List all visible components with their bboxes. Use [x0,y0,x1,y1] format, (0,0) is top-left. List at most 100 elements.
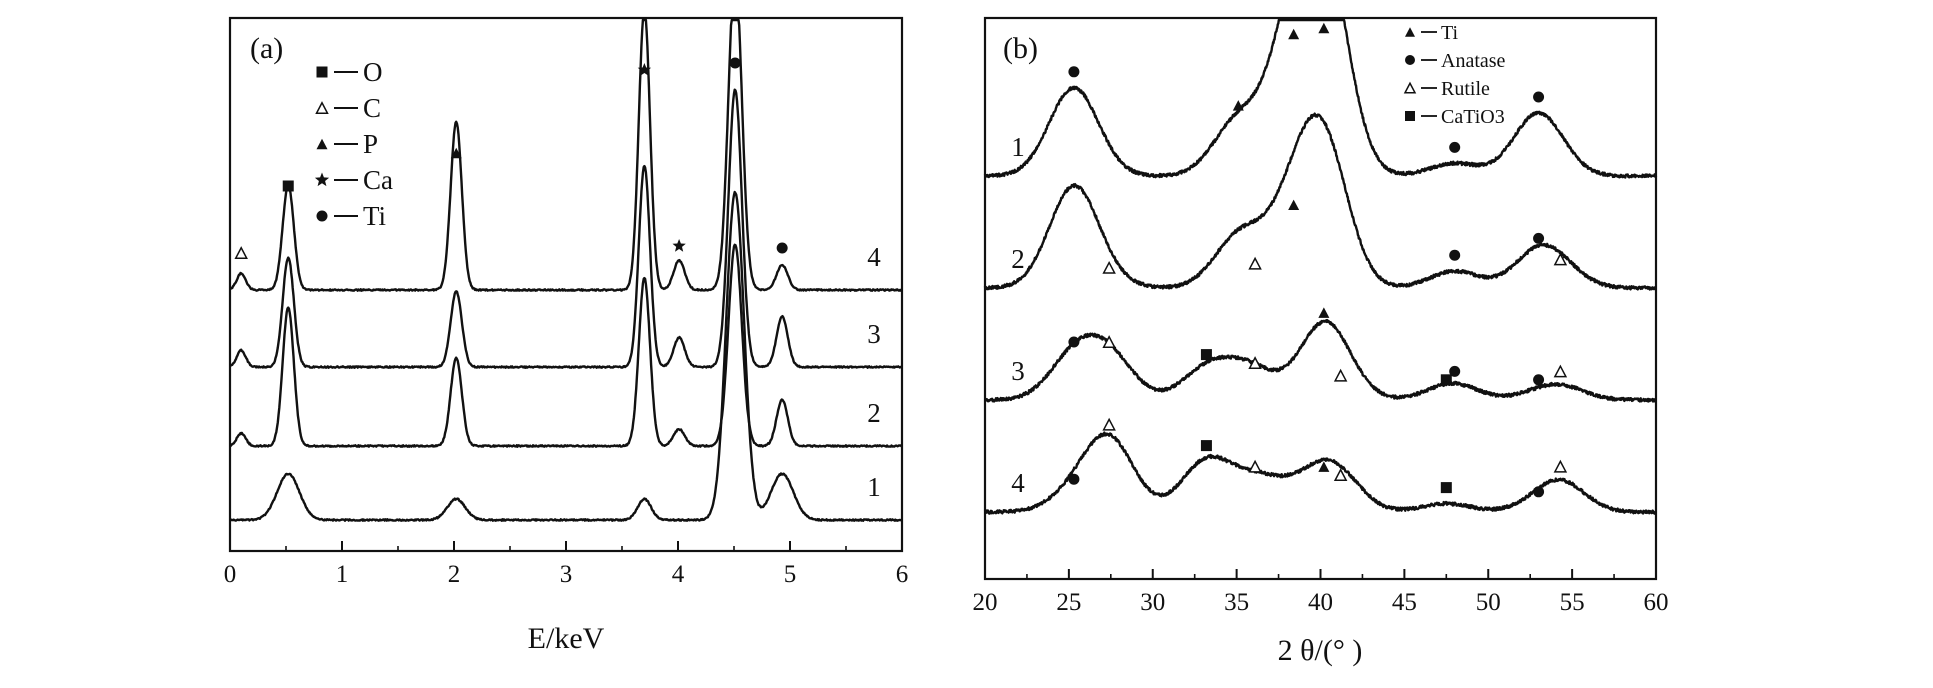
peak-marker-square [1440,482,1452,494]
series-label-2: 2 [1011,244,1025,274]
x-tick-label: 0 [224,561,237,588]
legend-marker-p [316,138,328,150]
peak-marker-filled-triangle [1318,22,1330,34]
peak-marker-filled-triangle [1288,28,1300,40]
series-label-1: 1 [867,472,881,502]
peak-marker-star [672,239,686,252]
legend-label-ca: Ca [363,165,393,195]
panel-b: (b) Ti Anatase Rutile CaTiO3 1 2 3 4 20 25 30 35 4… [973,16,1669,667]
peak-marker-open-triangle [1102,260,1116,274]
legend-label-ti: Ti [1441,22,1459,44]
x-tick-label: 40 [1308,589,1333,616]
peak-marker-circle [1533,486,1545,498]
series-label-2: 2 [867,398,881,428]
x-tick-label: 2 [448,561,461,588]
legend-marker-ca [314,172,330,187]
peak-marker-circle [1449,141,1461,153]
legend-marker-ti [316,210,328,222]
panel-a-curves: 1 2 3 4 [228,18,903,522]
series-line-4 [229,18,903,292]
peak-marker-open-triangle [234,246,248,259]
series-line-1 [228,190,903,522]
series-line-3 [984,318,1658,403]
series-line-2 [983,112,1658,291]
panel-b-x-axis-label: 2 θ/(° ) [1278,634,1363,667]
peak-marker-square [1440,374,1452,386]
panel-a: (a) OCP Ca Ti 1 2 3 4 0 1 2 3 4 5 6 E/keV [224,16,908,655]
x-tick-label: 50 [1476,589,1501,616]
peak-marker-square [1200,440,1212,452]
panel-a-label: (a) [250,32,283,65]
series-label-1: 1 [1011,132,1025,162]
x-tick-label: 1 [336,561,349,588]
x-tick-label: 60 [1644,589,1669,616]
peak-marker-circle [729,57,741,69]
panel-b-label: (b) [1003,32,1038,65]
peak-marker-filled-triangle [1318,461,1330,472]
peak-marker-filled-triangle [1232,100,1244,111]
series-line-4 [983,431,1658,515]
peak-marker-open-triangle [1102,335,1116,348]
peak-marker-circle [1449,365,1461,377]
peak-marker-filled-triangle [1288,199,1300,211]
x-tick-label: 55 [1560,589,1585,616]
peak-marker-circle [1533,374,1545,386]
series-line-1 [983,18,1658,179]
peak-marker-open-triangle [1248,459,1262,473]
legend-marker-ti [1405,27,1415,37]
x-tick-label: 35 [1224,589,1249,616]
peak-marker-open-triangle [1553,459,1568,473]
panel-a-x-ticks: 0 1 2 3 4 5 6 [224,541,908,588]
panel-b-frame [983,16,1658,581]
peak-marker-filled-triangle [1318,307,1330,318]
x-tick-label: 20 [973,589,998,616]
peak-marker-circle [1068,66,1080,78]
series-label-4: 4 [1011,468,1025,498]
peak-marker-circle [1068,336,1080,348]
x-tick-label: 4 [672,561,685,588]
series-label-3: 3 [1011,356,1025,386]
panel-a-peak-markers [234,57,788,259]
series-label-4: 4 [867,242,881,272]
panel-a-legend: OCP Ca Ti [314,57,393,231]
panel-b-peak-markers [1068,22,1568,498]
series-label-3: 3 [867,319,881,349]
legend-label-catio3: CaTiO3 [1441,106,1505,128]
panel-b-curves: 1 2 3 4 [983,18,1658,515]
peak-marker-circle [1533,91,1545,103]
peak-marker-star [637,63,652,76]
legend-label-p: P [363,129,378,159]
x-tick-label: 45 [1392,589,1417,616]
peak-marker-open-triangle [1333,368,1348,382]
legend-marker-rutile [1403,81,1417,94]
legend-marker-c [315,101,329,114]
x-tick-label: 5 [784,561,797,588]
peak-marker-circle [1068,473,1080,485]
peak-marker-open-triangle [1248,256,1262,270]
series-line-2 [228,243,903,448]
legend-marker-o [316,66,328,78]
x-tick-label: 30 [1140,589,1165,616]
peak-marker-open-triangle [1553,364,1568,378]
peak-marker-filled-triangle [450,147,462,159]
peak-marker-square [282,180,294,192]
peak-marker-circle [1533,232,1545,244]
peak-marker-circle [776,242,788,254]
legend-marker-anatase [1405,55,1415,65]
legend-label-anatase: Anatase [1441,50,1506,72]
legend-label-rutile: Rutile [1441,78,1490,100]
legend-label-c: C [363,93,381,123]
panel-b-legend: Ti Anatase Rutile CaTiO3 [1403,22,1506,128]
peak-marker-open-triangle [1102,417,1116,431]
panel-a-frame [228,16,904,553]
x-tick-label: 25 [1056,589,1081,616]
series-line-3 [229,88,903,369]
legend-label-o: O [363,57,383,87]
legend-label-ti: Ti [363,201,386,231]
panel-b-x-ticks: 20 25 30 35 40 45 50 55 60 [973,569,1669,616]
peak-marker-square [1200,349,1212,361]
x-tick-label: 3 [560,561,573,588]
panel-a-x-axis-label: E/keV [528,622,605,655]
